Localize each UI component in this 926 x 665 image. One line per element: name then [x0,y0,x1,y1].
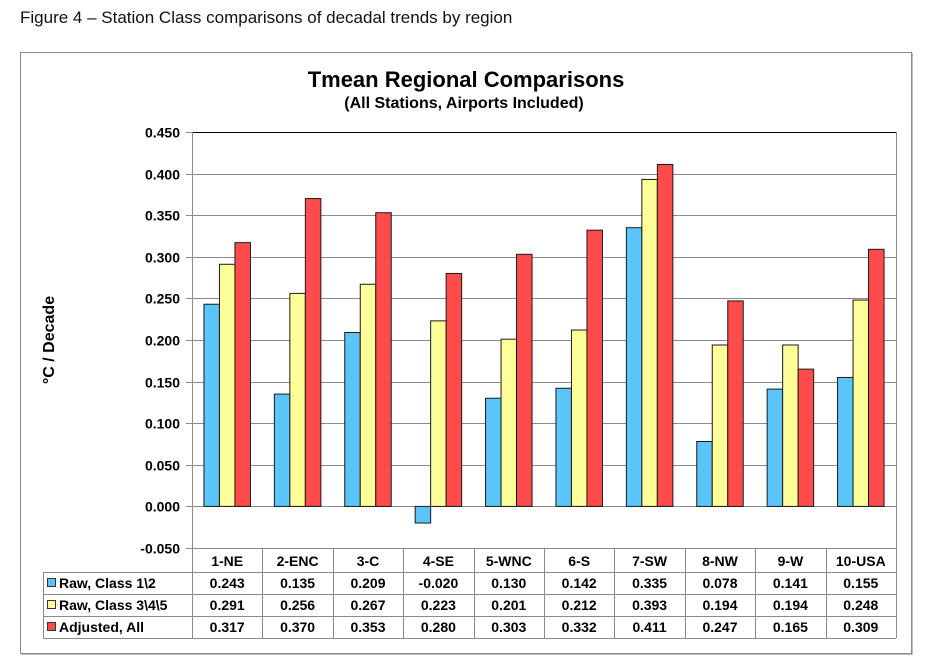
chart-title: Tmean Regional Comparisons [308,67,625,92]
data-label: 0.135 [280,575,315,591]
data-label: 0.303 [491,619,526,635]
data-label: 0.411 [632,619,666,635]
legend-swatch [47,622,56,631]
y-tick-label: 0.400 [145,167,180,183]
bar [304,198,322,507]
y-axis-label: °C / Decade [41,296,58,384]
data-label: 0.247 [702,619,737,635]
chart-frame [20,52,912,654]
bar [837,376,854,507]
category-label: 4-SE [423,553,454,569]
bar [696,441,713,507]
bar [273,393,291,507]
category-label: 3-C [357,553,380,569]
category-label: 9-W [778,553,804,569]
bar [641,178,658,507]
bar [625,227,643,507]
data-label: 0.201 [491,597,526,613]
chart-subtitle: (All Stations, Airports Included) [344,95,583,112]
data-label: 0.194 [773,597,808,613]
bar [766,388,784,507]
bar [656,163,674,507]
data-label: 0.256 [280,597,315,613]
category-label: 10-USA [836,553,886,569]
y-tick-label: 0.450 [145,125,180,141]
legend-label: Raw, Class 1\2 [59,575,156,591]
bars [203,163,885,524]
data-label: 0.332 [562,619,597,635]
bar [414,505,432,524]
data-label: 0.155 [843,575,878,591]
data-label: 0.141 [773,575,808,591]
bar [570,329,588,507]
bar [555,387,572,507]
bar [797,368,815,507]
data-label: 0.267 [350,597,385,613]
bar [203,303,220,507]
bar [516,253,533,507]
bar [375,212,392,507]
data-label: -0.020 [419,575,459,591]
data-label: 0.291 [210,597,245,613]
y-tick-label: 0.200 [145,333,180,349]
bar [868,248,885,507]
y-tick-label: 0.150 [145,375,180,391]
y-tick-label: 0.250 [145,291,180,307]
bar [852,299,870,507]
data-label: 0.353 [350,619,385,635]
bar [218,263,236,507]
data-label: 0.142 [562,575,597,591]
figure-caption: Figure 4 – Station Class comparisons of … [20,8,513,27]
data-label: 0.165 [773,619,808,635]
data-label: 0.309 [843,619,878,635]
category-label: 1-NE [211,553,243,569]
data-label: 0.370 [280,619,315,635]
data-label: 0.335 [632,575,667,591]
category-label: 7-SW [632,553,668,569]
bar [430,320,447,507]
data-label: 0.393 [632,597,667,613]
legend-swatch [47,600,56,609]
data-label: 0.078 [702,575,737,591]
category-label: 2-ENC [277,553,319,569]
bar [445,272,463,507]
legend-label: Adjusted, All [59,619,144,635]
category-label: 5-WNC [486,553,532,569]
data-label: 0.243 [210,575,245,591]
bar [359,283,377,507]
bar [234,242,251,507]
y-ticks: -0.050 0.000 0.050 0.100 0.150 0.200 0.250 0.30… [140,125,192,557]
data-label: 0.223 [421,597,456,613]
bar [727,300,744,507]
data-label: 0.280 [421,619,456,635]
data-label: 0.130 [491,575,526,591]
y-tick-label: 0.000 [145,499,180,515]
bar [485,397,502,507]
legend-swatch [47,578,56,587]
y-tick-label: 0.300 [145,250,180,266]
bar [289,292,306,507]
bar [344,332,361,507]
data-label: 0.194 [702,597,737,613]
y-tick-label: 0.350 [145,208,180,224]
data-label: 0.212 [562,597,597,613]
y-tick-label: 0.050 [145,458,180,474]
y-tick-label: 0.100 [145,416,180,432]
data-label: 0.248 [843,597,878,613]
bar [782,344,799,507]
data-label: 0.209 [350,575,385,591]
category-label: 6-S [568,553,590,569]
bar [711,344,729,507]
bar [500,338,518,507]
bar [586,229,603,507]
data-label: 0.317 [210,619,245,635]
y-tick-label: -0.050 [140,541,180,557]
category-label: 8-NW [702,553,739,569]
data-table: 1-NE 2-ENC 3-C 4-SE 5-WNC 6-S 7-SW 8-NW 9-W 10-US… [43,548,897,639]
legend-label: Raw, Class 3\4\5 [59,597,168,613]
